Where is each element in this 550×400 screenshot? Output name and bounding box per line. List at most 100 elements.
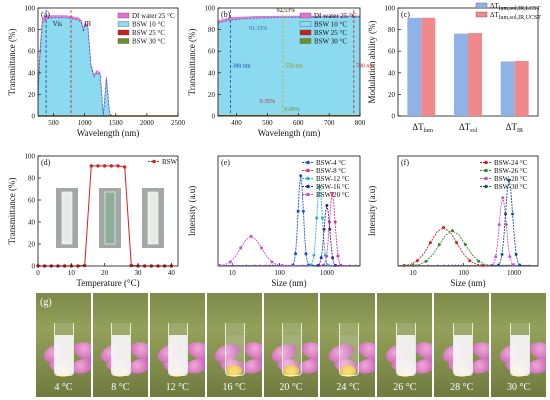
legend-label: BSW 10 °C (132, 21, 165, 29)
y-tick-label: 40 (28, 219, 36, 227)
data-point (109, 164, 114, 168)
x-tick-label: 10 (410, 269, 418, 277)
y-axis-label-2: Modulation ability (%) (367, 21, 377, 104)
series-group (398, 229, 538, 267)
data-point (511, 212, 515, 216)
legend-label: BSW-28 °C (494, 175, 528, 183)
y-tick-label: 60 (28, 48, 36, 56)
series-group (218, 234, 360, 267)
flower-center (283, 365, 299, 377)
vial-photo: 26 °C (377, 293, 433, 397)
vial-liquid (55, 335, 74, 375)
reference-line-label: 780 nm (356, 63, 375, 69)
data-point (239, 246, 243, 250)
data-point (122, 165, 127, 169)
category-label: ΔTsol (459, 122, 478, 134)
legend-label: DI water 25 °C (132, 12, 175, 20)
x-tick-label: 0 (36, 269, 40, 277)
data-point (424, 259, 428, 263)
legend-marker (306, 184, 310, 189)
inset-vial-1 (99, 188, 121, 248)
x-tick-label: 600 (293, 119, 304, 127)
data-point (450, 229, 454, 233)
legend-label: ΔTlum,sol,IR,LCST (490, 2, 541, 12)
x-tick-label: 1500 (109, 119, 124, 127)
data-point (218, 263, 222, 267)
series-group (398, 196, 538, 267)
legend-label: BSW-24 °C (494, 159, 528, 167)
legend-marker (484, 160, 488, 165)
legend-3: BSW (148, 158, 178, 166)
data-point (304, 252, 308, 256)
vial-liquid (396, 335, 415, 375)
category-label: ΔTlum (412, 122, 433, 134)
data-point (428, 241, 432, 245)
legend-label: BSW 25 °C (314, 29, 347, 37)
inset-vial-0 (56, 188, 78, 248)
vial-photo: 20 °C (263, 293, 319, 397)
sample-vial (452, 323, 473, 376)
temperature-label: 24 °C (336, 382, 360, 393)
sample-vial (395, 323, 416, 376)
data-point (501, 196, 505, 200)
annotation: 92.53% (277, 8, 296, 14)
y-tick-label: 0 (32, 113, 36, 121)
x-tick-label: 1000 (507, 269, 522, 277)
annotation: 0.09% (284, 107, 300, 113)
legend-swatch (117, 38, 130, 44)
plot-frame-5 (397, 155, 539, 267)
legend-marker (306, 160, 310, 165)
data-point (296, 209, 300, 213)
legend-swatch (299, 38, 312, 44)
vial-photo: 28 °C (434, 293, 490, 397)
y-tick-label: 60 (388, 48, 396, 56)
legend-label: DI water 25 °C (314, 12, 357, 20)
sample-vial (282, 323, 302, 376)
legend-marker (484, 184, 488, 189)
data-point (312, 253, 316, 257)
vial-photo: 8 °C (92, 293, 148, 397)
vial-photo: 4 °C (36, 293, 91, 397)
sample-vial (168, 323, 189, 376)
temperature-label: 20 °C (279, 382, 303, 393)
data-point (330, 191, 334, 195)
annotation: 0.35% (260, 99, 276, 105)
x-tick-label: 20 (101, 269, 109, 277)
legend-label: BSW 10 °C (314, 21, 347, 29)
reference-line-label: 550 nm (285, 63, 304, 69)
legend-label: BSW-8 °C (316, 167, 346, 175)
vial-liquid (510, 335, 529, 375)
vial-photo: 30 °C (491, 293, 547, 397)
legend-swatch (299, 29, 312, 36)
data-point (328, 227, 332, 231)
data-point (494, 255, 498, 259)
data-point (336, 254, 340, 258)
data-point (270, 260, 274, 264)
data-point (301, 209, 305, 213)
y-tick-label: 80 (28, 26, 36, 34)
y-tick-label: 40 (28, 69, 36, 77)
y-axis-label-1: Transmittance (%) (187, 29, 197, 96)
legend-marker (152, 159, 156, 164)
data-point (437, 243, 441, 247)
data-point (504, 223, 508, 227)
y-tick-label: 0 (392, 113, 396, 121)
data-point (326, 263, 330, 267)
legend-label: BSW-4 °C (316, 159, 346, 167)
sample-vial (225, 323, 246, 376)
y-tick-label: 80 (208, 26, 216, 34)
legend-label: BSW-20 °C (316, 191, 350, 199)
bar (421, 17, 436, 116)
data-point (259, 246, 263, 250)
data-point (514, 252, 518, 256)
plot-frame-4 (217, 155, 361, 267)
x-tick-label: 40 (168, 269, 176, 277)
x-tick-label: 1000 (78, 119, 93, 127)
data-point (280, 263, 284, 267)
data-point (497, 223, 501, 227)
legend-label: BSW-30 °C (494, 183, 528, 191)
legend-marker (306, 176, 310, 181)
x-axis-label-5: Size (nm) (450, 278, 485, 288)
panel-label-3: (d) (41, 158, 51, 167)
